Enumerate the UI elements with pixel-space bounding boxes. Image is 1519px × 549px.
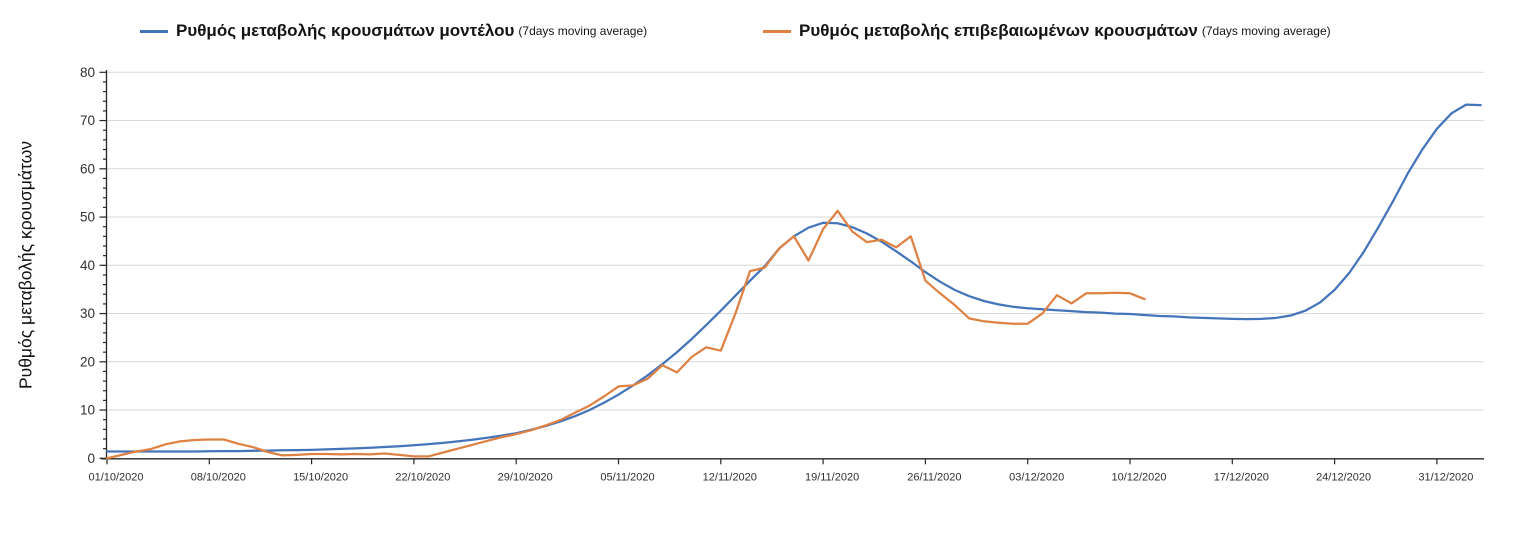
legend-label-confirmed: Ρυθμός μεταβολής επιβεβαιωμένων κρουσμάτ…	[799, 21, 1198, 40]
y-tick-label: 60	[80, 161, 95, 176]
x-tick-label: 10/12/2020	[1111, 471, 1166, 483]
x-tick-label: 24/12/2020	[1316, 471, 1371, 483]
y-tick-label: 40	[80, 258, 95, 273]
y-tick-label: 80	[80, 65, 95, 80]
x-tick-label: 12/11/2020	[703, 471, 757, 483]
legend-entry-model: Ρυθμός μεταβολής κρουσμάτων μοντέλου (7d…	[140, 21, 647, 41]
x-tick-label: 08/10/2020	[191, 471, 246, 483]
y-tick-label: 70	[80, 113, 95, 128]
series-line-model	[105, 103, 1482, 453]
y-tick-label: 30	[80, 306, 95, 321]
x-tick-label: 03/12/2020	[1009, 471, 1064, 483]
x-tick-label: 01/10/2020	[88, 471, 143, 483]
y-tick-label: 20	[80, 354, 95, 369]
x-tick-label: 26/11/2020	[907, 471, 961, 483]
legend-sub-confirmed: (7days moving average)	[1201, 24, 1331, 38]
series-line-confirmed	[105, 209, 1146, 460]
legend-label-model: Ρυθμός μεταβολής κρουσμάτων μοντέλου	[176, 21, 515, 40]
legend-line-model-icon	[140, 29, 168, 33]
y-tick-label: 50	[80, 210, 95, 225]
x-tick-label: 29/10/2020	[498, 471, 553, 483]
legend-line-confirmed-icon	[763, 29, 791, 33]
x-tick-label: 22/10/2020	[395, 471, 450, 483]
x-tick-label: 31/12/2020	[1418, 471, 1473, 483]
x-tick-label: 19/11/2020	[805, 471, 859, 483]
x-tick-label: 05/11/2020	[600, 471, 654, 483]
y-tick-label: 10	[80, 403, 95, 418]
y-tick-label: 0	[87, 451, 95, 466]
legend-entry-confirmed: Ρυθμός μεταβολής επιβεβαιωμένων κρουσμάτ…	[763, 21, 1331, 41]
x-tick-label: 17/12/2020	[1214, 471, 1269, 483]
x-tick-label: 15/10/2020	[293, 471, 348, 483]
legend-sub-model: (7days moving average)	[518, 24, 648, 38]
